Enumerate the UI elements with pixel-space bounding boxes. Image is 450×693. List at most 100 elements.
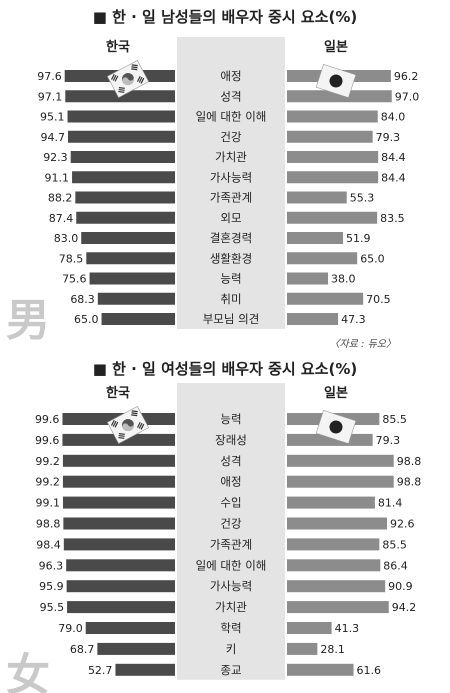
category-label: 가사능력 xyxy=(210,579,252,593)
korea-bar xyxy=(115,663,175,676)
korea-bar xyxy=(75,191,175,204)
korea-value-label: 52.7 xyxy=(88,664,113,677)
gender-glyph: 女 xyxy=(6,650,50,693)
korea-bar xyxy=(67,110,175,123)
korea-bar xyxy=(67,601,175,614)
category-label: 장래성 xyxy=(215,433,247,447)
korea-value-label: 99.2 xyxy=(35,455,60,468)
category-label: 생활환경 xyxy=(210,251,252,265)
category-label: 키 xyxy=(226,642,237,656)
japan-value-label: 65.0 xyxy=(360,252,385,265)
korea-value-label: 98.8 xyxy=(36,518,61,531)
series-header-japan: 일본 xyxy=(324,386,348,401)
japan-value-label: 85.5 xyxy=(382,413,407,426)
korea-value-label: 99.2 xyxy=(35,476,60,489)
korea-bar xyxy=(66,559,175,572)
korea-value-label: 75.6 xyxy=(62,273,87,286)
korea-bar xyxy=(63,517,175,530)
korea-value-label: 91.1 xyxy=(45,171,70,184)
korea-value-label: 99.6 xyxy=(35,434,60,447)
category-label: 능력 xyxy=(220,272,241,286)
japan-value-label: 84.4 xyxy=(381,151,406,164)
japan-value-label: 92.6 xyxy=(390,518,415,531)
category-label: 성격 xyxy=(220,89,241,103)
japan-bar xyxy=(287,475,394,488)
category-label: 일에 대한 이해 xyxy=(196,558,267,572)
japan-bar xyxy=(287,433,373,446)
japan-flag-icon xyxy=(315,409,357,445)
korea-bar xyxy=(66,580,175,593)
korea-value-label: 97.6 xyxy=(37,70,62,83)
chart-title: ■ 한 · 일 남성들의 배우자 중시 요소(%) xyxy=(93,8,358,26)
korea-value-label: 92.3 xyxy=(43,151,68,164)
japan-value-label: 81.4 xyxy=(378,497,403,510)
category-label: 건강 xyxy=(220,517,242,531)
source-note: 〈자료 : 듀오〉 xyxy=(329,338,396,350)
korea-bar xyxy=(101,313,175,325)
japan-value-label: 96.2 xyxy=(394,70,419,83)
series-header-japan: 일본 xyxy=(324,40,348,55)
japan-value-label: 90.9 xyxy=(388,580,413,593)
category-label: 가치관 xyxy=(215,150,247,164)
japan-bar xyxy=(287,580,386,593)
japan-bar xyxy=(287,454,394,467)
category-label: 학력 xyxy=(220,621,241,635)
japan-bar xyxy=(287,130,373,143)
korea-value-label: 98.4 xyxy=(36,538,61,551)
japan-bar xyxy=(287,191,347,204)
japan-value-label: 61.6 xyxy=(357,664,382,677)
category-label: 성격 xyxy=(220,454,241,468)
category-label: 종교 xyxy=(220,663,241,677)
japan-value-label: 97.0 xyxy=(395,90,420,103)
japan-bar xyxy=(287,313,339,325)
category-label: 가사능력 xyxy=(210,170,252,184)
korea-bar xyxy=(97,642,175,655)
japan-bar xyxy=(287,151,379,163)
japan-value-label: 41.3 xyxy=(335,622,360,635)
japan-value-label: 83.5 xyxy=(380,212,405,225)
korea-value-label: 96.3 xyxy=(39,559,64,572)
japan-value-label: 86.4 xyxy=(383,559,408,572)
japan-value-label: 85.5 xyxy=(382,538,407,551)
gender-glyph: 男 xyxy=(6,295,50,346)
japan-bar xyxy=(287,272,329,285)
category-label: 취미 xyxy=(220,292,241,306)
korea-bar xyxy=(72,171,175,184)
korea-bar xyxy=(62,454,175,467)
japan-bar xyxy=(287,171,379,184)
japan-value-label: 55.3 xyxy=(350,192,375,205)
category-label: 결혼경력 xyxy=(210,231,252,245)
category-label: 가족관계 xyxy=(210,191,252,205)
japan-bar xyxy=(287,292,364,305)
korea-bar xyxy=(62,475,175,488)
category-label: 건강 xyxy=(220,130,242,144)
category-label: 부모님 의견 xyxy=(203,312,260,326)
korea-flag-icon xyxy=(106,406,150,444)
korea-value-label: 94.7 xyxy=(40,131,65,144)
japan-value-label: 98.8 xyxy=(397,455,422,468)
category-label: 가치관 xyxy=(215,600,247,614)
japan-value-label: 47.3 xyxy=(341,313,366,326)
korea-bar xyxy=(86,252,175,265)
korea-value-label: 79.0 xyxy=(58,622,83,635)
korea-bar xyxy=(63,496,175,509)
japan-bar xyxy=(287,538,380,551)
korea-bar xyxy=(97,292,175,305)
japan-bar xyxy=(287,663,354,676)
japan-value-label: 94.2 xyxy=(392,601,417,614)
japan-bar xyxy=(287,559,381,572)
japan-bar xyxy=(287,90,392,103)
korea-value-label: 87.4 xyxy=(49,212,74,225)
japan-value-label: 84.0 xyxy=(381,111,406,124)
series-header-korea: 한국 xyxy=(106,39,130,55)
japan-flag-icon xyxy=(315,63,357,99)
japan-value-label: 84.4 xyxy=(381,171,406,184)
japan-bar xyxy=(287,622,332,634)
japan-bar xyxy=(287,642,318,655)
korea-value-label: 65.0 xyxy=(74,313,99,326)
korea-value-label: 95.5 xyxy=(40,601,65,614)
korea-value-label: 68.3 xyxy=(70,293,95,306)
korea-bar xyxy=(70,151,175,163)
category-label: 일에 대한 이해 xyxy=(196,110,267,124)
